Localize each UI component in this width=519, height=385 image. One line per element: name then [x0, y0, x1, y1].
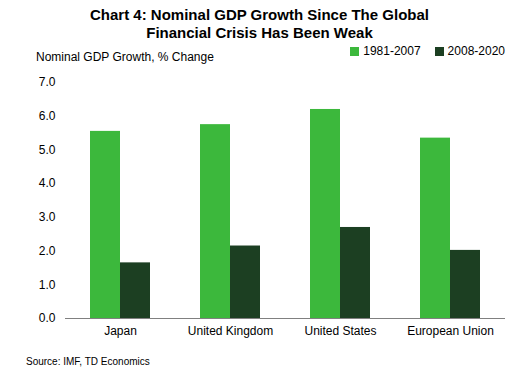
- svg-text:3.0: 3.0: [39, 210, 56, 224]
- html-text:Chart 4: Nominal GDP Growth Si: Chart 4: Nominal GDP Growth Since The Gl…: [90, 6, 429, 41]
- svg-text:4.0: 4.0: [39, 176, 56, 190]
- svg-text:7.0: 7.0: [39, 75, 56, 89]
- svg-text:European Union: European Union: [407, 324, 494, 338]
- html-text:1981-2007: 1981-2007: [363, 44, 421, 58]
- svg-text:0.0: 0.0: [39, 311, 56, 325]
- html-text:Nominal GDP Growth, % Change: Nominal GDP Growth, % Change: [36, 50, 214, 64]
- html-text:2008-2020: 2008-2020: [447, 44, 505, 58]
- svg-text:United Kingdom: United Kingdom: [188, 324, 273, 338]
- svg-text:United States: United States: [304, 324, 376, 338]
- svg-text:1.0: 1.0: [39, 278, 56, 292]
- svg-text:5.0: 5.0: [39, 143, 56, 157]
- svg-text:6.0: 6.0: [39, 109, 56, 123]
- svg-text:2.0: 2.0: [39, 244, 56, 258]
- svg-text:Japan: Japan: [104, 324, 137, 338]
- html-text:Source: IMF, TD Economics: Source: IMF, TD Economics: [26, 356, 150, 367]
